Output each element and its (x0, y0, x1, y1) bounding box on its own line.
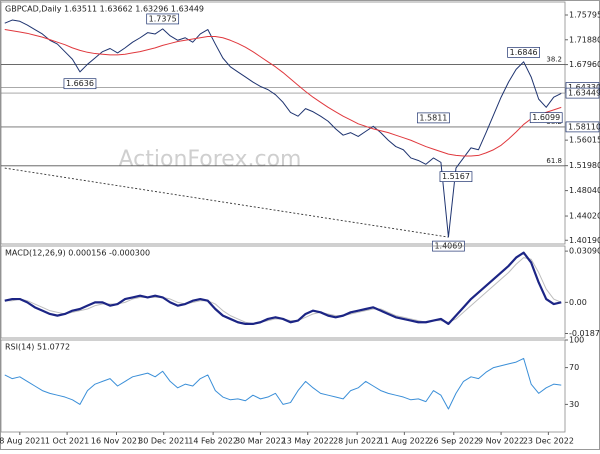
y-tick-label: 1.48040 (569, 186, 600, 195)
annotation-label: 1.6846 (510, 48, 538, 57)
price-label-box (565, 87, 600, 99)
y-tick-label: 30 (569, 400, 579, 409)
annotation-box (146, 13, 180, 25)
series-line (4, 29, 562, 157)
price-label: 1.64330 (568, 83, 600, 92)
x-tick-label: 14 Feb 2022 (188, 437, 238, 446)
x-tick-label: 30 Mar 2022 (235, 437, 286, 446)
x-tick-label: 18 Aug 2021 (0, 437, 45, 446)
price-label: 1.63449 (568, 89, 600, 98)
x-tick-label: 9 Nov 2022 (478, 437, 524, 446)
x-tick-label: 13 May 2022 (282, 437, 334, 446)
y-tick-label: 1.75795 (569, 11, 600, 20)
price-label-box (565, 121, 600, 133)
panel-frame (0, 1, 566, 245)
fib-level-label: 38.2 (546, 56, 562, 64)
y-tick-label: 70 (569, 363, 579, 372)
y-tick-label: 1.67960 (569, 60, 600, 69)
series-line (4, 357, 562, 410)
y-tick-label: 1.56015 (569, 136, 600, 145)
x-tick-label: 28 Jun 2022 (333, 437, 381, 446)
y-tick-label: 1.40190 (569, 236, 600, 245)
annotation-label: 1.5167 (442, 172, 470, 181)
y-tick-label: 1.51980 (569, 161, 600, 170)
x-tick-label: 26 Sep 2022 (428, 437, 479, 446)
y-tick-label: 1.44020 (569, 212, 600, 221)
annotation-label: 1.5811 (419, 113, 447, 122)
panel-title: MACD(12,26,9) 0.000156 -0.000300 (5, 249, 150, 258)
x-tick-label: 11 Aug 2022 (379, 437, 430, 446)
annotation-box (529, 112, 563, 124)
x-tick-label: 16 Nov 2021 (91, 437, 142, 446)
y-tick-label: 0.00 (569, 298, 587, 307)
annotation-box (63, 78, 97, 90)
panel-title: RSI(14) 51.0772 (5, 343, 70, 352)
x-tick-label: 30 Dec 2021 (138, 437, 189, 446)
series-line (4, 251, 562, 326)
annotation-label: 1.6099 (532, 113, 560, 122)
panel-frame (0, 339, 566, 433)
x-tick-label: 1 Oct 2021 (45, 437, 89, 446)
annotation-box (439, 171, 473, 182)
annotation-label: 1.6636 (66, 79, 94, 88)
series-line (4, 19, 562, 238)
annotation-box (507, 47, 540, 58)
panel-frame (0, 245, 566, 339)
watermark: ActionForex.com (119, 147, 302, 172)
x-tick-label: 23 Dec 2022 (523, 437, 574, 446)
annotation-box (417, 112, 450, 124)
y-tick-label: 0.030908 (569, 247, 600, 256)
y-tick-label: -0.018787 (569, 329, 600, 338)
y-tick-label: 1.71880 (569, 35, 600, 44)
trendline (4, 167, 449, 238)
panel-title: GBPCAD,Daily 1.63511 1.63662 1.63296 1.6… (5, 5, 204, 14)
annotation-label: 1.7375 (149, 14, 177, 23)
price-label: 1.58110 (568, 122, 600, 131)
y-tick-label: 100 (569, 336, 584, 345)
fib-level-label: 61.8 (546, 157, 562, 165)
